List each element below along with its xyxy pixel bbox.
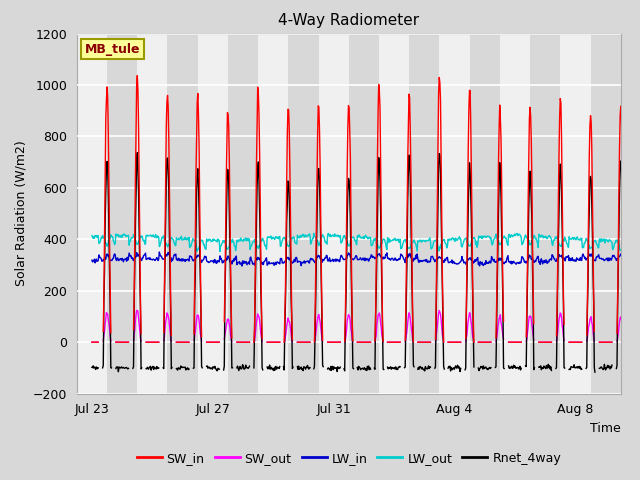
Bar xyxy=(591,34,621,394)
Bar xyxy=(440,34,470,394)
Bar xyxy=(561,34,591,394)
Bar xyxy=(349,34,379,394)
Bar xyxy=(500,34,530,394)
Title: 4-Way Radiometer: 4-Way Radiometer xyxy=(278,13,419,28)
Text: Time: Time xyxy=(590,422,621,435)
Bar xyxy=(258,34,289,394)
Bar xyxy=(228,34,258,394)
Bar xyxy=(168,34,198,394)
Bar xyxy=(621,34,640,394)
Bar xyxy=(198,34,228,394)
Y-axis label: Solar Radiation (W/m2): Solar Radiation (W/m2) xyxy=(14,141,27,287)
Bar xyxy=(470,34,500,394)
Text: MB_tule: MB_tule xyxy=(85,43,140,56)
Bar xyxy=(107,34,137,394)
Bar xyxy=(319,34,349,394)
Bar xyxy=(379,34,409,394)
Bar xyxy=(530,34,561,394)
Bar xyxy=(77,34,107,394)
Bar xyxy=(137,34,168,394)
Legend: SW_in, SW_out, LW_in, LW_out, Rnet_4way: SW_in, SW_out, LW_in, LW_out, Rnet_4way xyxy=(132,447,566,469)
Bar xyxy=(289,34,319,394)
Bar xyxy=(409,34,440,394)
